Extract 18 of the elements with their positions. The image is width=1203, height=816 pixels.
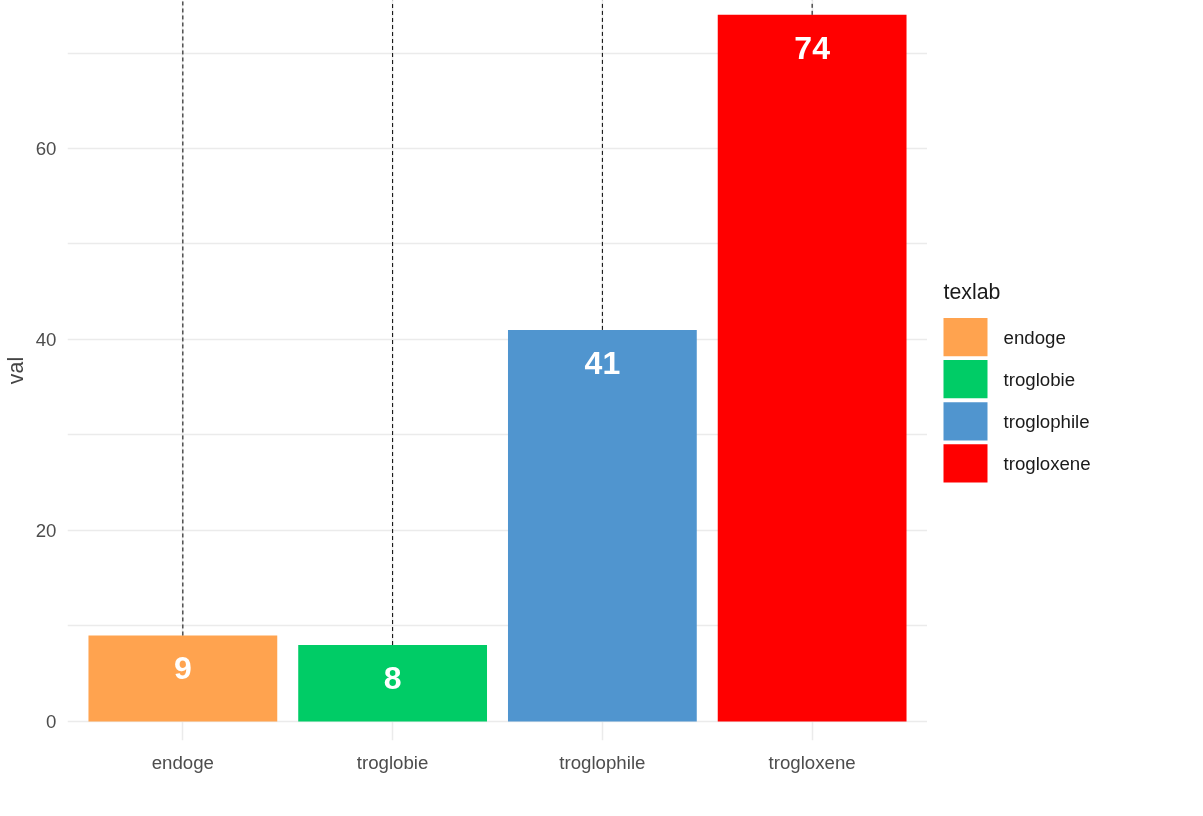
y-tick-label: 0: [46, 710, 57, 732]
data-label: 9: [173, 650, 192, 687]
x-tick-label: troglophile: [559, 751, 646, 773]
data-label: 74: [794, 29, 831, 66]
x-tick-label: trogloxene: [768, 751, 856, 773]
legend-label: trogloxene: [1003, 452, 1091, 474]
y-axis-title: val: [3, 356, 28, 385]
legend-label: endoge: [1003, 326, 1066, 348]
legend-label: troglobie: [1003, 368, 1076, 390]
x-tick-label: endoge: [151, 751, 214, 773]
y-tick-label: 40: [35, 328, 57, 350]
y-tick-label: 20: [35, 519, 57, 541]
x-tick-label: troglobie: [356, 751, 429, 773]
data-label: 8: [383, 660, 402, 697]
legend-label: troglophile: [1003, 410, 1090, 432]
y-tick-label: 60: [35, 138, 57, 159]
legend-title: texlab: [943, 279, 1001, 304]
data-label: 41: [584, 344, 621, 381]
